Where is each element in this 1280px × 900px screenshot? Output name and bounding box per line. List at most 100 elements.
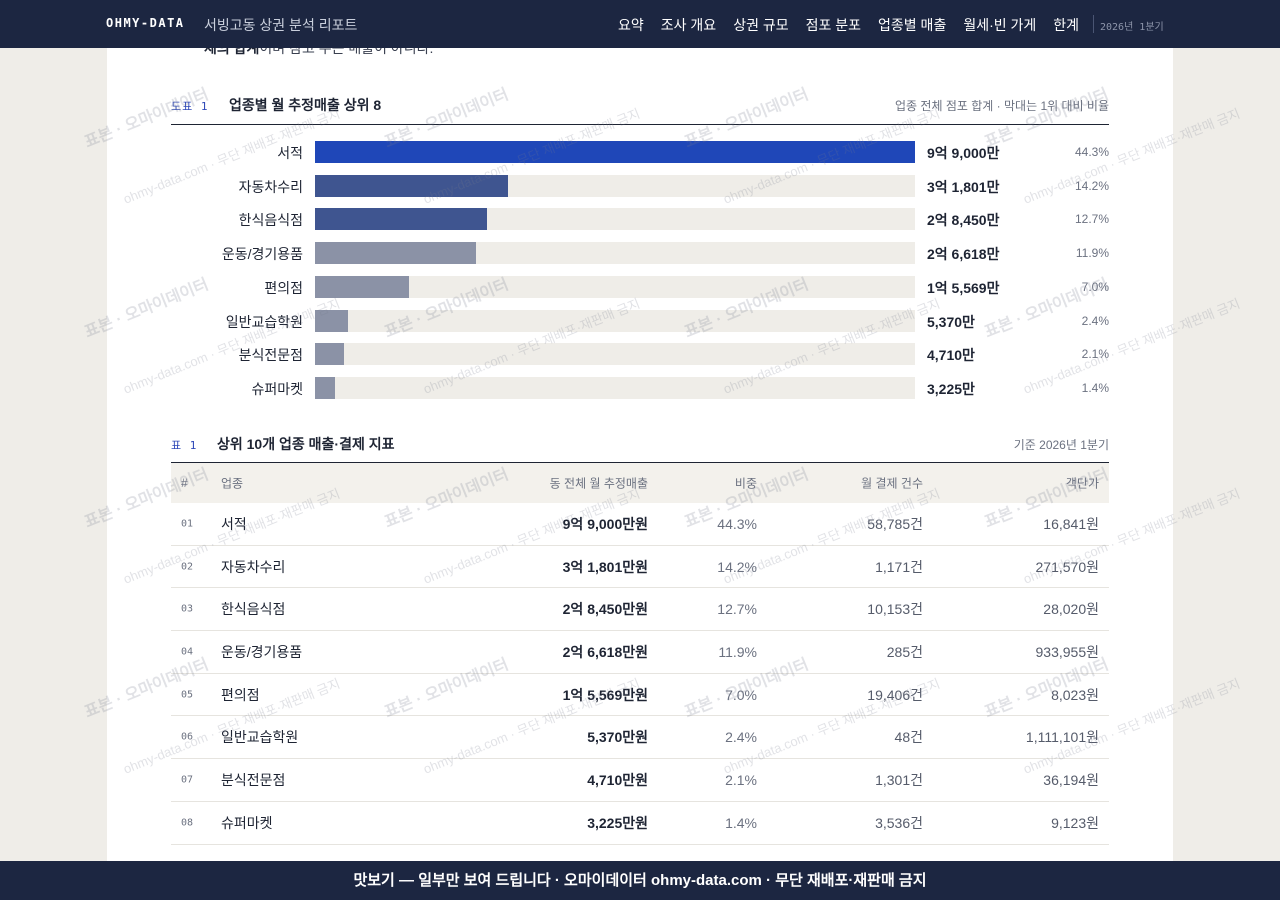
table-row: 02 자동차수리 3억 1,801만원 14.2% 1,171건 271,570원 xyxy=(171,546,1109,589)
row-sales: 9억 9,000만원 xyxy=(562,515,648,532)
bar-category-label: 분식전문점 xyxy=(238,347,303,364)
bar-category-label: 일반교습학원 xyxy=(225,313,303,330)
table-row: 01 서적 9억 9,000만원 44.3% 58,785건 16,841원 xyxy=(171,503,1109,546)
row-rank: 07 xyxy=(181,774,194,786)
bar-value-label: 3억 1,801만 xyxy=(927,178,1000,195)
table-row: 06 일반교습학원 5,370만원 2.4% 48건 1,111,101원 xyxy=(171,716,1109,760)
bar-value-label: 3,225만 xyxy=(927,380,975,397)
figure-rule xyxy=(171,124,1109,125)
col-header-industry: 업종 xyxy=(221,476,244,491)
bar-track xyxy=(315,376,915,399)
col-header-avg-price: 객단가 xyxy=(1065,476,1099,491)
bar-row: 일반교습학원 5,370만 2.4% xyxy=(171,309,1109,332)
bar-track xyxy=(315,275,915,298)
nav-divider xyxy=(1093,15,1094,33)
nav-link-market-size[interactable]: 상권 규모 xyxy=(733,17,789,33)
col-header-transactions: 월 결제 건수 xyxy=(861,476,923,491)
figure-header: 도표 1 업종별 월 추정매출 상위 8 업종 전체 점포 합계 · 막대는 1… xyxy=(171,94,1109,116)
bar-category-label: 편의점 xyxy=(264,279,303,296)
row-share: 11.9% xyxy=(718,643,757,660)
row-transactions: 1,171건 xyxy=(875,558,923,575)
bar-share-label: 11.9% xyxy=(1075,246,1109,261)
table-body: 01 서적 9억 9,000만원 44.3% 58,785건 16,841원 02 자동차수리… xyxy=(171,503,1109,845)
bar-share-label: 7.0% xyxy=(1081,279,1109,294)
row-avg-price: 1,111,101원 xyxy=(1025,729,1099,746)
row-industry: 분식전문점 xyxy=(221,771,286,788)
top-nav-bar: OHMY-DATA 서빙고동 상권 분석 리포트 요약 조사 개요 상권 규모 … xyxy=(0,0,1280,48)
bar-category-label: 슈퍼마켓 xyxy=(251,380,303,397)
row-avg-price: 933,955원 xyxy=(1035,643,1100,660)
bar-share-label: 1.4% xyxy=(1081,380,1109,395)
figure-title: 업종별 월 추정매출 상위 8 xyxy=(229,97,382,113)
table-row: 08 슈퍼마켓 3,225만원 1.4% 3,536건 9,123원 xyxy=(171,802,1109,845)
row-avg-price: 9,123원 xyxy=(1051,814,1099,831)
row-industry: 서적 xyxy=(221,515,247,532)
bar-track xyxy=(315,208,915,231)
row-avg-price: 271,570원 xyxy=(1035,558,1100,575)
industry-metrics-table: # 업종 동 전체 월 추정매출 비중 월 결제 건수 객단가 01 서적 9억 9… xyxy=(171,463,1109,845)
row-transactions: 10,153건 xyxy=(867,601,923,618)
sales-bar-chart: 서적 9억 9,000만 44.3% 자동차수리 3억 1,801만 14.2% 한식음식점… xyxy=(171,141,1109,401)
row-rank: 05 xyxy=(181,689,194,701)
bar-mark xyxy=(315,343,344,366)
row-avg-price: 36,194원 xyxy=(1043,771,1099,788)
bar-row: 자동차수리 3억 1,801만 14.2% xyxy=(171,174,1109,197)
row-sales: 2억 8,450만원 xyxy=(562,601,648,618)
row-sales: 2억 6,618만원 xyxy=(562,643,648,660)
bar-mark xyxy=(315,208,488,231)
bar-row: 슈퍼마켓 3,225만 1.4% xyxy=(171,376,1109,399)
table-note: 기준 2026년 1분기 xyxy=(1013,438,1109,452)
row-industry: 자동차수리 xyxy=(221,558,286,575)
table-row: 04 운동/경기용품 2억 6,618만원 11.9% 285건 933,955원 xyxy=(171,631,1109,674)
bar-mark xyxy=(315,376,335,399)
nav-link-rent-vacancy[interactable]: 월세·빈 가게 xyxy=(963,17,1037,33)
row-industry: 일반교습학원 xyxy=(221,729,299,746)
row-industry: 운동/경기용품 xyxy=(221,643,303,660)
col-header-rank: # xyxy=(181,476,188,490)
row-industry: 슈퍼마켓 xyxy=(221,814,273,831)
table-row: 03 한식음식점 2억 8,450만원 12.7% 10,153건 28,020원 xyxy=(171,588,1109,632)
report-page: 체의 합계이며 참고 수는 매출이 아니다. 도표 1 업종별 월 추정매출 상… xyxy=(107,0,1173,900)
nav-link-overview[interactable]: 조사 개요 xyxy=(660,17,717,33)
row-transactions: 58,785건 xyxy=(867,515,923,532)
bar-row: 분식전문점 4,710만 2.1% xyxy=(171,343,1109,366)
row-transactions: 285건 xyxy=(886,643,923,660)
row-avg-price: 28,020원 xyxy=(1043,601,1099,618)
bar-mark xyxy=(315,309,348,332)
bar-share-label: 2.1% xyxy=(1081,347,1109,362)
row-sales: 1억 5,569만원 xyxy=(562,686,648,703)
table-title: 상위 10개 업종 매출·결제 지표 xyxy=(217,436,395,452)
bar-row: 서적 9억 9,000만 44.3% xyxy=(171,141,1109,163)
nav-link-sales-by-industry[interactable]: 업종별 매출 xyxy=(878,17,947,33)
bar-row: 한식음식점 2억 8,450만 12.7% xyxy=(171,208,1109,231)
nav-link-limitations[interactable]: 한계 xyxy=(1053,17,1080,33)
bar-track xyxy=(315,174,915,197)
table-row: 07 분식전문점 4,710만원 2.1% 1,301건 36,194원 xyxy=(171,759,1109,802)
col-header-sales: 동 전체 월 추정매출 xyxy=(549,476,648,491)
bar-track xyxy=(315,343,915,366)
bar-category-label: 자동차수리 xyxy=(238,178,303,195)
row-industry: 편의점 xyxy=(221,686,260,703)
brand-logo[interactable]: OHMY-DATA xyxy=(106,16,185,30)
period-label: 2026년 1분기 xyxy=(1100,22,1164,33)
bar-track xyxy=(315,309,915,332)
row-transactions: 19,406건 xyxy=(867,686,923,703)
bar-category-label: 운동/경기용품 xyxy=(221,246,303,263)
bar-mark xyxy=(315,275,410,298)
bar-value-label: 4,710만 xyxy=(927,347,975,364)
row-sales: 3억 1,801만원 xyxy=(562,558,648,575)
row-transactions: 1,301건 xyxy=(875,771,923,788)
row-sales: 3,225만원 xyxy=(587,814,648,831)
bar-track xyxy=(315,141,915,163)
bar-share-label: 12.7% xyxy=(1074,212,1109,227)
bar-share-label: 2.4% xyxy=(1081,313,1109,328)
row-avg-price: 16,841원 xyxy=(1043,515,1099,532)
row-rank: 06 xyxy=(181,731,194,743)
nav-link-store-distribution[interactable]: 점포 분포 xyxy=(805,17,862,33)
nav-link-summary[interactable]: 요약 xyxy=(618,17,644,33)
figure-note: 업종 전체 점포 합계 · 막대는 1위 대비 비율 xyxy=(895,99,1109,113)
row-share: 14.2% xyxy=(717,558,757,575)
row-share: 12.7% xyxy=(717,601,757,618)
row-share: 2.4% xyxy=(725,729,757,746)
bar-track xyxy=(315,242,915,265)
